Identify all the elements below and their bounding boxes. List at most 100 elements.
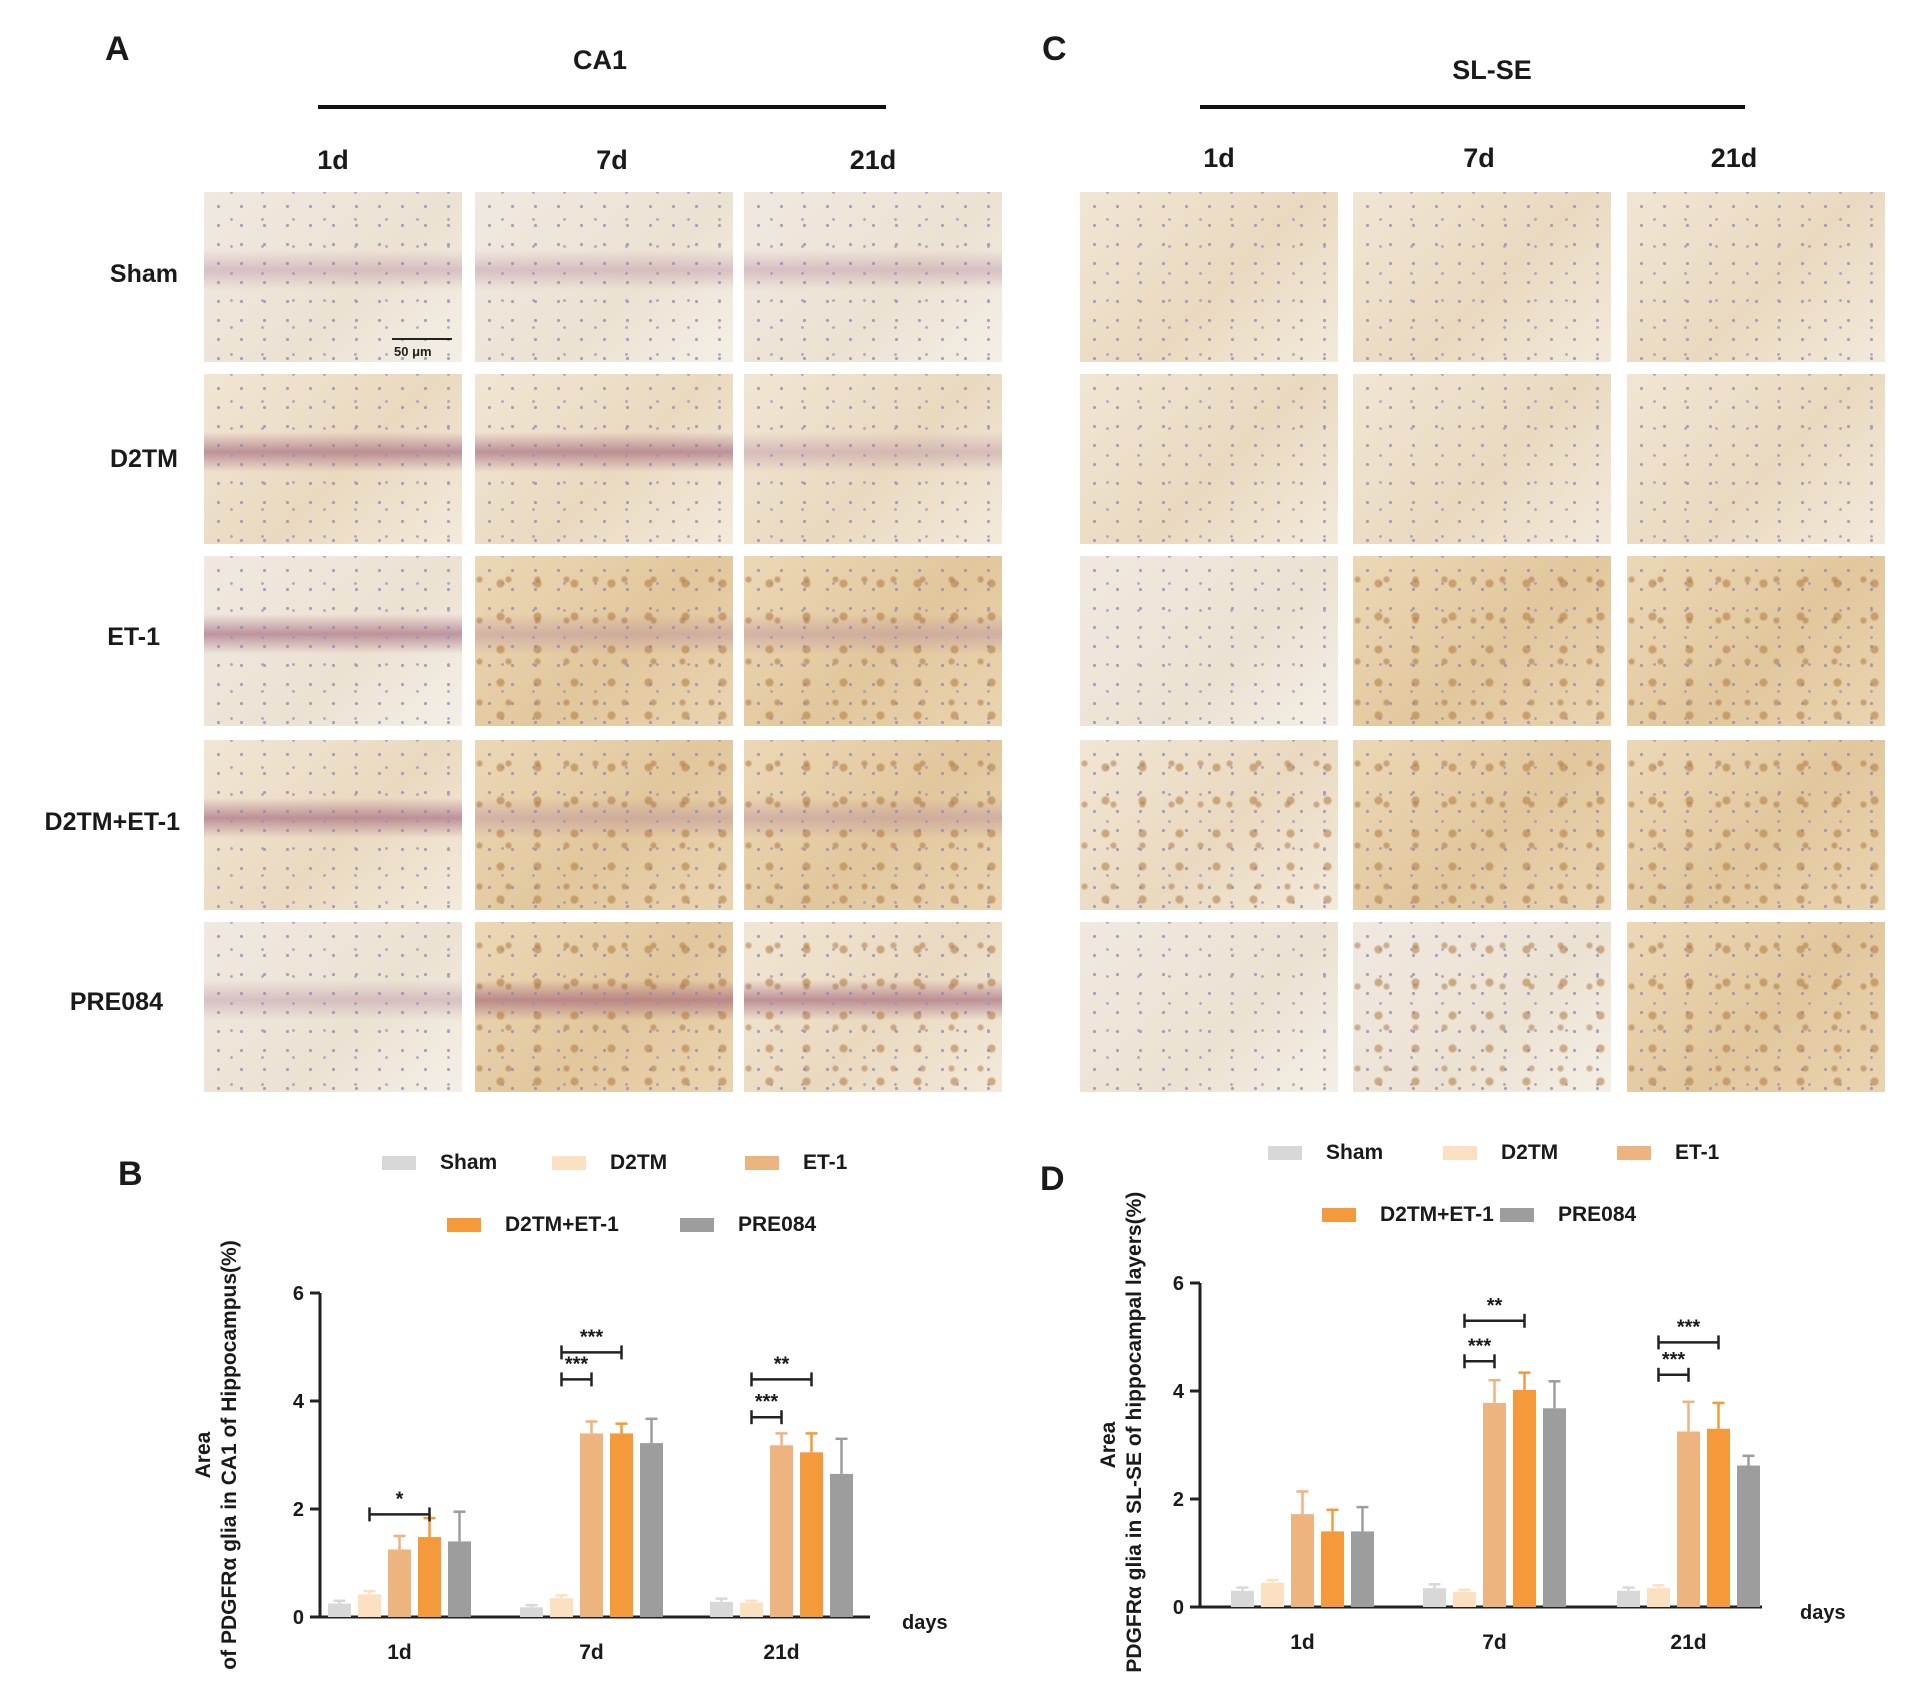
y-tick-label-6: 6 — [1173, 1273, 1184, 1295]
panel-b-letter: B — [118, 1155, 143, 1193]
bar-21d-d2tm-et-1 — [1707, 1428, 1730, 1607]
legend-label-sham: Sham — [440, 1151, 497, 1174]
micrograph-c-pre084-7d — [1353, 922, 1611, 1092]
legend-label-et-1: ET-1 — [803, 1151, 848, 1174]
significance-label-0: *** — [1468, 1335, 1492, 1357]
bar-1d-sham — [1231, 1590, 1254, 1607]
x-tick-label-21d: 21d — [1670, 1631, 1706, 1654]
bar-21d-sham — [1617, 1590, 1640, 1607]
bar-1d-et-1 — [1291, 1514, 1314, 1607]
micrograph-c-et1-7d — [1353, 556, 1611, 726]
legend-label-d2tm: D2TM — [1501, 1141, 1558, 1164]
micrograph-a-et1-7d — [475, 556, 733, 726]
x-axis-label: days — [1800, 1602, 1846, 1624]
chart-b: Sham D2TM ET-1 D2TM+ET-1 PRE084 0 2 4 6 Area of PD… — [192, 1151, 948, 1670]
row-label-d2tm-et1: D2TM+ET-1 — [44, 808, 180, 836]
legend-label-et-1: ET-1 — [1675, 1141, 1720, 1164]
micrograph-c-et1-1d — [1080, 556, 1338, 726]
micrograph-c-sham-1d — [1080, 192, 1338, 362]
micrograph-a-d2tm-21d — [744, 374, 1002, 544]
micrograph-c-d2tm-et1-1d — [1080, 740, 1338, 910]
bar-1d-d2tm-et-1 — [1321, 1531, 1344, 1607]
y-axis-label-line2: of PDGFRα glia in CA1 of Hippocampus(%) — [218, 1240, 241, 1669]
legend-label-d2tm-et-1: D2TM+ET-1 — [1380, 1203, 1494, 1226]
legend-label-pre084: PRE084 — [738, 1213, 817, 1236]
micrograph-a-sham-1d: 50 μm — [204, 192, 462, 362]
micrograph-a-d2tm-et1-1d — [204, 740, 462, 910]
significance-label-2: *** — [1662, 1349, 1686, 1371]
bar-7d-d2tm — [1453, 1591, 1476, 1607]
significance-label-1: *** — [565, 1353, 589, 1375]
y-axis-label-line1: Area — [1097, 1421, 1120, 1468]
bar-21d-d2tm — [1647, 1588, 1670, 1607]
micrograph-a-pre084-7d — [475, 922, 733, 1092]
micrograph-c-d2tm-et1-21d — [1627, 740, 1885, 910]
bar-1d-d2tm — [358, 1594, 381, 1617]
bar-7d-sham — [1423, 1588, 1446, 1607]
bar-1d-d2tm-et-1 — [418, 1537, 441, 1617]
bar-7d-sham — [520, 1607, 543, 1617]
x-tick-label-21d: 21d — [763, 1641, 799, 1664]
micrograph-c-d2tm-7d — [1353, 374, 1611, 544]
scale-bar-label: 50 μm — [394, 344, 432, 359]
significance-label-1: ** — [1487, 1295, 1503, 1317]
legend-swatch-d2tm-et-1 — [447, 1218, 481, 1232]
panel-c-rule — [1200, 105, 1745, 109]
bar-7d-d2tm — [550, 1598, 573, 1617]
micrograph-a-sham-21d — [744, 192, 1002, 362]
x-tick-label-7d: 7d — [579, 1641, 604, 1664]
legend-label-pre084: PRE084 — [1558, 1203, 1637, 1226]
micrograph-c-et1-21d — [1627, 556, 1885, 726]
panel-a-rule — [318, 105, 886, 109]
x-tick-label-7d: 7d — [1482, 1631, 1507, 1654]
panel-c-col-21d: 21d — [1710, 143, 1758, 173]
bar-21d-et-1 — [770, 1445, 793, 1617]
micrograph-a-d2tm-et1-7d — [475, 740, 733, 910]
panel-a-col-1d: 1d — [317, 145, 349, 175]
bar-7d-et-1 — [1483, 1402, 1506, 1607]
legend-swatch-pre084 — [680, 1218, 714, 1232]
micrograph-c-d2tm-et1-7d — [1353, 740, 1611, 910]
bar-7d-pre084 — [1543, 1408, 1566, 1607]
micrograph-c-sham-21d — [1627, 192, 1885, 362]
bar-1d-et-1 — [388, 1549, 411, 1617]
panel-a-col-7d: 7d — [596, 145, 628, 175]
micrograph-c-pre084-21d — [1627, 922, 1885, 1092]
panel-a-title: CA1 — [572, 45, 627, 75]
bar-1d-d2tm — [1261, 1582, 1284, 1607]
legend-swatch-d2tm — [1443, 1146, 1477, 1160]
y-axis-label-line2: of PDGFRα glia in SL-SE of hippocampal l… — [1123, 1192, 1146, 1675]
x-tick-label-1d: 1d — [1290, 1631, 1315, 1654]
bar-7d-d2tm-et-1 — [1513, 1389, 1536, 1607]
x-axis-label: days — [902, 1612, 948, 1634]
legend-label-d2tm: D2TM — [610, 1151, 667, 1174]
bar-21d-d2tm-et-1 — [800, 1452, 823, 1617]
micrograph-a-pre084-1d — [204, 922, 462, 1092]
legend-label-sham: Sham — [1326, 1141, 1383, 1164]
bar-1d-pre084 — [448, 1541, 471, 1617]
bar-7d-d2tm-et-1 — [610, 1433, 633, 1617]
micrograph-a-sham-7d — [475, 192, 733, 362]
bar-21d-pre084 — [1737, 1465, 1760, 1607]
y-tick-label-0: 0 — [1173, 1597, 1184, 1619]
micrograph-a-d2tm-et1-21d — [744, 740, 1002, 910]
micrograph-c-d2tm-1d — [1080, 374, 1338, 544]
y-tick-label-4: 4 — [1173, 1381, 1185, 1403]
bar-21d-sham — [710, 1601, 733, 1617]
significance-label-2: *** — [580, 1326, 604, 1348]
chart-d: Sham D2TM ET-1 D2TM+ET-1 PRE084 0 2 4 6 Area of PD… — [1097, 1141, 1846, 1675]
y-tick-label-2: 2 — [293, 1499, 304, 1521]
panel-c-title: SL-SE — [1452, 55, 1532, 85]
bar-21d-d2tm — [740, 1602, 763, 1617]
y-axis-label-line1: Area — [192, 1431, 215, 1478]
micrograph-a-pre084-21d — [744, 922, 1002, 1092]
panel-d-letter: D — [1040, 1160, 1065, 1198]
bar-1d-sham — [328, 1603, 351, 1617]
bar-21d-pre084 — [830, 1473, 853, 1617]
y-tick-label-4: 4 — [293, 1391, 305, 1413]
panel-c-letter: C — [1042, 30, 1067, 68]
row-label-pre084: PRE084 — [69, 988, 163, 1016]
bar-7d-et-1 — [580, 1433, 603, 1617]
y-tick-label-6: 6 — [293, 1283, 304, 1305]
significance-label-3: *** — [1677, 1316, 1701, 1338]
